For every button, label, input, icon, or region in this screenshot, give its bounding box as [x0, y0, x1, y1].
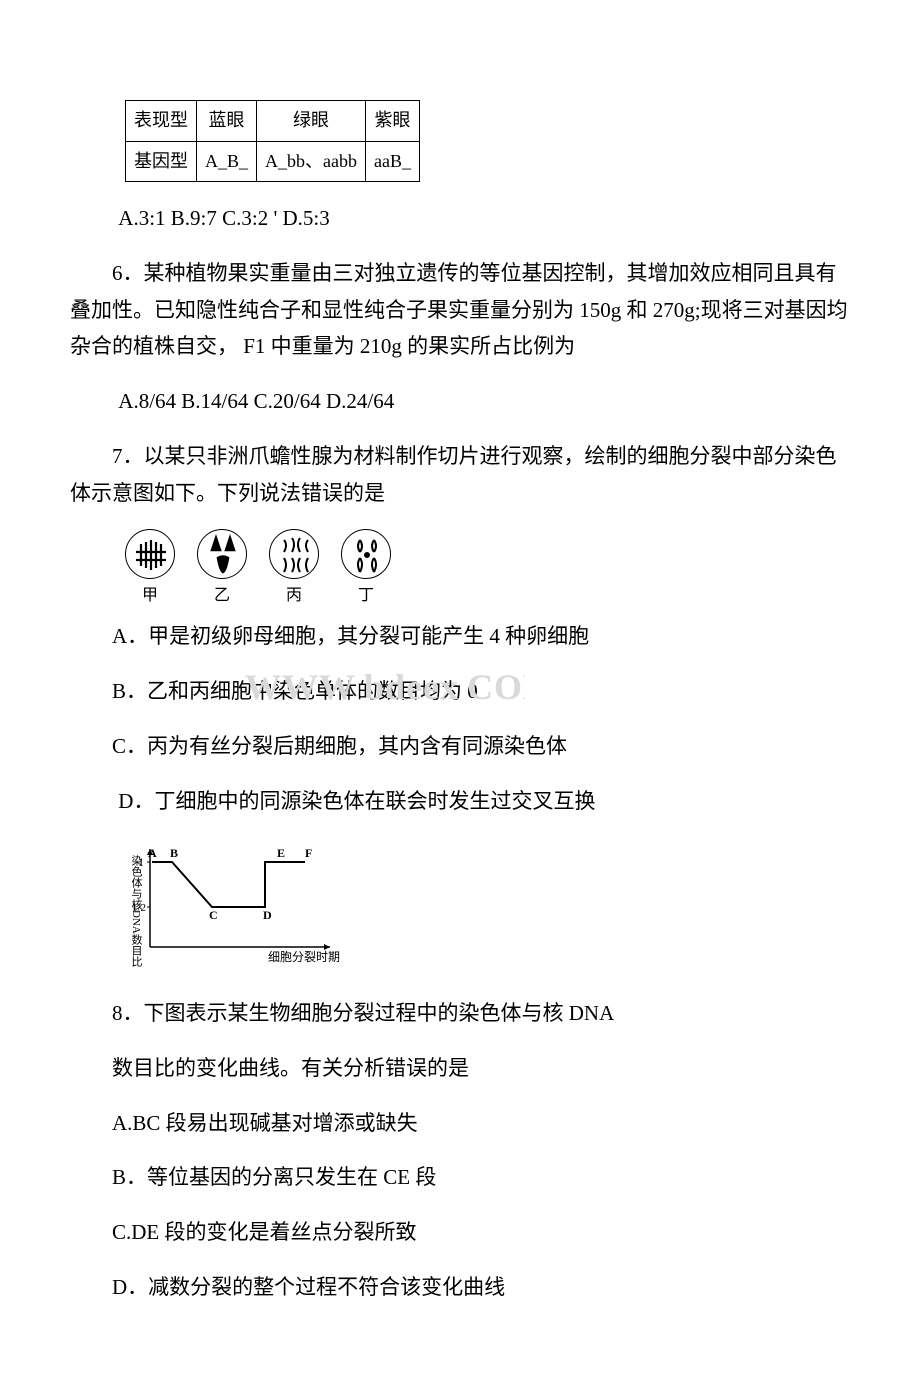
genotype-table: 表现型 蓝眼 绿眼 紫眼 基因型 A_B_ A_bb、aabb aaB_ [125, 100, 420, 182]
table-row: 表现型 蓝眼 绿眼 紫眼 [126, 101, 420, 142]
cell-jia: 甲 [125, 529, 175, 610]
header-green: 绿眼 [257, 101, 366, 142]
svg-text:A: A [148, 846, 157, 860]
row-label: 基因型 [126, 141, 197, 182]
svg-text:B: B [170, 846, 178, 860]
q8-option-d: D．减数分裂的整个过程不符合该变化曲线 [70, 1269, 850, 1306]
header-phenotype: 表现型 [126, 101, 197, 142]
cell-yi: 乙 [197, 529, 247, 610]
q8-option-c: C.DE 段的变化是着丝点分裂所致 [70, 1214, 850, 1251]
dna-ratio-chart: 染色体与核DNA数目比 ABCDEF 1 1/2 细胞分裂时期 [130, 837, 350, 979]
svg-text:D: D [263, 908, 272, 922]
cell-bing: 丙 [269, 529, 319, 610]
svg-text:E: E [277, 846, 285, 860]
ytick-half: 1/2 [132, 902, 146, 914]
cell-circle-icon [269, 529, 319, 579]
q7-option-c: C．丙为有丝分裂后期细胞，其内含有同源染色体 [70, 728, 850, 765]
q6-text: 6．某种植物果实重量由三对独立遗传的等位基因控制，其增加效应相同且具有叠加性。已… [70, 255, 850, 365]
cell-blue: A_B_ [197, 141, 257, 182]
q6-options: A.8/64 B.14/64 C.20/64 D.24/64 [70, 383, 850, 420]
header-purple: 紫眼 [366, 101, 420, 142]
cell-label: 乙 [214, 582, 230, 610]
cell-ding: 丁 [341, 529, 391, 610]
q7-option-d: D．丁细胞中的同源染色体在联会时发生过交叉互换 [70, 783, 850, 820]
cell-label: 丁 [358, 582, 374, 610]
header-blue: 蓝眼 [197, 101, 257, 142]
q7-option-b: B．乙和丙细胞中染色单体的数目均为 0 WWWbdeexCOM [70, 673, 850, 710]
table-row: 基因型 A_B_ A_bb、aabb aaB_ [126, 141, 420, 182]
cell-circle-icon [341, 529, 391, 579]
cell-green: A_bb、aabb [257, 141, 366, 182]
q7-option-b-text: B．乙和丙细胞中染色单体的数目均为 0 [112, 679, 478, 703]
svg-text:F: F [305, 846, 312, 860]
q8-option-b: B．等位基因的分离只发生在 CE 段 [70, 1159, 850, 1196]
cell-circle-icon [197, 529, 247, 579]
cell-circle-icon [125, 529, 175, 579]
q7-text: 7．以某只非洲爪蟾性腺为材料制作切片进行观察，绘制的细胞分裂中部分染色体示意图如… [70, 438, 850, 512]
q8-line1: 8．下图表示某生物细胞分裂过程中的染色体与核 DNA [70, 995, 850, 1032]
svg-text:C: C [209, 908, 218, 922]
cell-diagrams: 甲 乙 [125, 529, 850, 610]
cell-purple: aaB_ [366, 141, 420, 182]
q7-option-a: A．甲是初级卵母细胞，其分裂可能产生 4 种卵细胞 [70, 618, 850, 655]
x-axis-label: 细胞分裂时期 [268, 950, 340, 964]
q8-option-a: A.BC 段易出现碱基对增添或缺失 [70, 1105, 850, 1142]
ytick-1: 1 [138, 855, 144, 869]
q5-options: A.3:1 B.9:7 C.3:2 ' D.5:3 [70, 200, 850, 237]
q8-line2: 数目比的变化曲线。有关分析错误的是 [70, 1050, 850, 1087]
cell-label: 丙 [286, 582, 302, 610]
cell-label: 甲 [142, 582, 158, 610]
